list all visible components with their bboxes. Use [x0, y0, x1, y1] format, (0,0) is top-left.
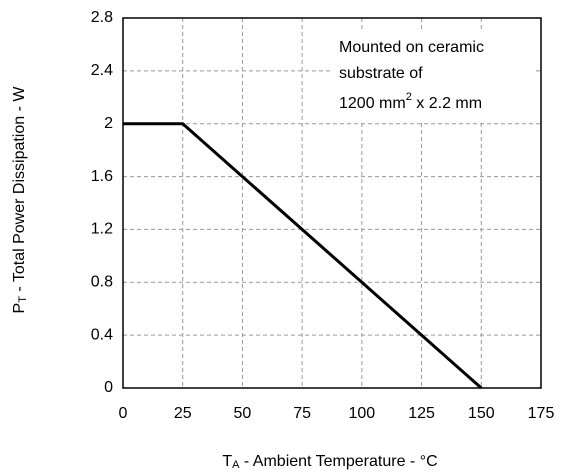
- x-tick-label: 50: [234, 405, 252, 422]
- x-tick-label: 0: [119, 405, 128, 422]
- x-label-main: T: [222, 453, 232, 470]
- y-tick-label: 0.8: [91, 274, 113, 291]
- y-label-main: P: [11, 303, 28, 314]
- x-tick-label: 100: [349, 405, 376, 422]
- y-tick-label: 1.6: [91, 168, 113, 185]
- x-tick-label: 75: [293, 405, 311, 422]
- annotation: 1200 mm2 x 2.2 mm: [339, 91, 482, 112]
- x-tick-label: 175: [528, 405, 555, 422]
- x-label-sub: A: [232, 459, 240, 471]
- annotation-text: 1200 mm: [339, 95, 406, 112]
- y-tick-label: 0: [104, 379, 113, 396]
- y-label-sub: T: [17, 296, 29, 303]
- y-label-rest: - Total Power Dissipation - W: [11, 86, 28, 296]
- x-label-rest: - Ambient Temperature - °C: [239, 453, 437, 470]
- y-tick-label: 1.2: [91, 221, 113, 238]
- x-tick-label: 125: [408, 405, 435, 422]
- line: [123, 122, 483, 390]
- annotation-text: x 2.2 mm: [412, 95, 482, 112]
- y-tick-label: 2: [104, 115, 113, 132]
- y-tick-label: 2.4: [91, 62, 113, 79]
- plot-frame: [122, 17, 542, 389]
- annotation-sup: 2: [406, 91, 412, 103]
- annotation-background: [330, 30, 535, 120]
- annotation: Mounted on ceramic: [339, 39, 484, 56]
- y-tick-label: 2.8: [91, 9, 113, 26]
- x-tick-label: 150: [468, 405, 495, 422]
- x-axis-label: TA - Ambient Temperature - °C: [222, 453, 437, 471]
- y-tick-label: 0.4: [91, 326, 113, 343]
- x-tick-label: 25: [174, 405, 192, 422]
- annotation: substrate of: [339, 65, 423, 82]
- y-axis-label: PT - Total Power Dissipation - W: [11, 86, 29, 314]
